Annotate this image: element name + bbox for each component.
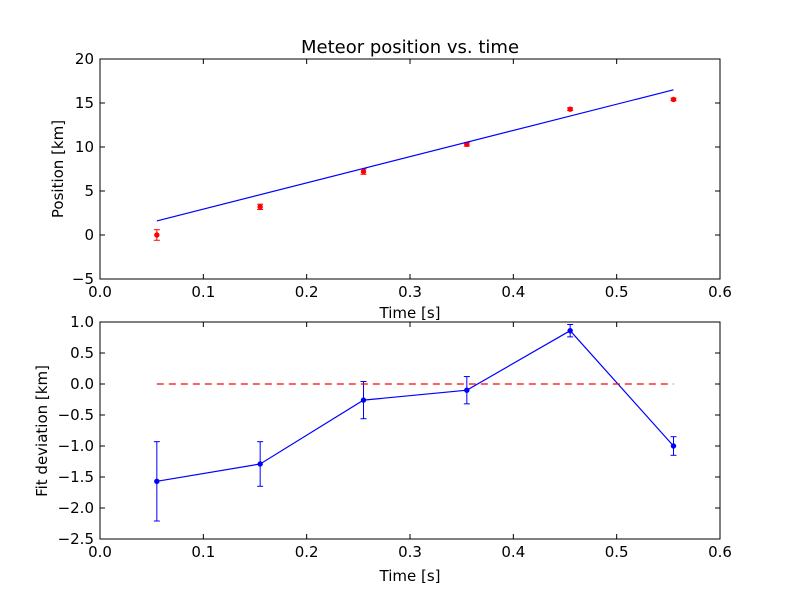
data-point	[464, 387, 470, 393]
x-tick-label: 0.6	[708, 543, 732, 561]
data-point	[154, 232, 160, 238]
x-tick-label: 0.3	[398, 543, 422, 561]
fit-line	[156, 89, 674, 222]
data-point	[360, 397, 367, 403]
axis-ticks: 0.0 0.1 0.2 0.3 0.4 0.5 0.6 −5 0 5 10 15 20	[72, 50, 732, 301]
data-point	[670, 96, 677, 103]
y-axis-label: Fit deviation [km]	[33, 365, 51, 497]
y-tick-label: 5	[84, 182, 94, 200]
x-tick-label: 0.1	[191, 543, 215, 561]
x-tick-label: 0.4	[501, 543, 525, 561]
y-tick-label: 1.0	[70, 313, 94, 331]
x-tick-label: 0.5	[605, 543, 629, 561]
x-tick-label: 0.1	[191, 283, 215, 301]
data-point	[257, 204, 263, 210]
x-tick-label: 0.5	[605, 283, 629, 301]
y-tick-label: −5	[72, 270, 94, 288]
x-axis-label: Time [s]	[379, 567, 441, 585]
data-point	[154, 478, 160, 485]
x-axis-label: Time [s]	[379, 304, 441, 322]
x-tick-label: 0.0	[88, 283, 112, 301]
y-tick-label: 0.5	[70, 344, 94, 362]
x-tick-label: 0.0	[88, 543, 112, 561]
data-point	[360, 168, 367, 175]
x-tick-label: 0.6	[708, 283, 732, 301]
y-tick-label: 0.0	[70, 375, 94, 393]
plot-marks	[153, 323, 677, 522]
y-tick-label: 20	[75, 50, 94, 68]
x-tick-label: 0.2	[295, 543, 319, 561]
data-point	[567, 106, 573, 112]
y-tick-label: −2.5	[58, 530, 94, 548]
y-tick-label: 15	[75, 94, 94, 112]
x-tick-label: 0.4	[501, 283, 525, 301]
y-tick-label: −1.5	[58, 468, 94, 486]
y-tick-label: −0.5	[58, 406, 94, 424]
x-tick-label: 0.2	[295, 283, 319, 301]
chart-title: Meteor position vs. time	[301, 37, 519, 58]
y-tick-label: 10	[75, 138, 94, 156]
position-plot: Meteor position vs. time Time [s] Positi…	[49, 37, 732, 322]
data-point	[670, 443, 677, 449]
y-tick-label: −2.0	[58, 499, 94, 517]
data-point	[567, 327, 573, 334]
x-tick-label: 0.3	[398, 283, 422, 301]
plot-marks	[153, 89, 677, 241]
y-tick-label: −1.0	[58, 437, 94, 455]
axis-ticks: 0.0 0.1 0.2 0.3 0.4 0.5 0.6 −2.5 −2.0 −1.5 −1.0 −0.…	[58, 313, 732, 561]
y-tick-label: 0	[84, 226, 94, 244]
y-axis-label: Position [km]	[49, 120, 67, 218]
data-point	[257, 461, 263, 467]
deviation-line	[156, 329, 674, 482]
fit-deviation-plot: Time [s] Fit deviation [km] 0.0 0.1 0.2 0.3…	[33, 313, 732, 585]
